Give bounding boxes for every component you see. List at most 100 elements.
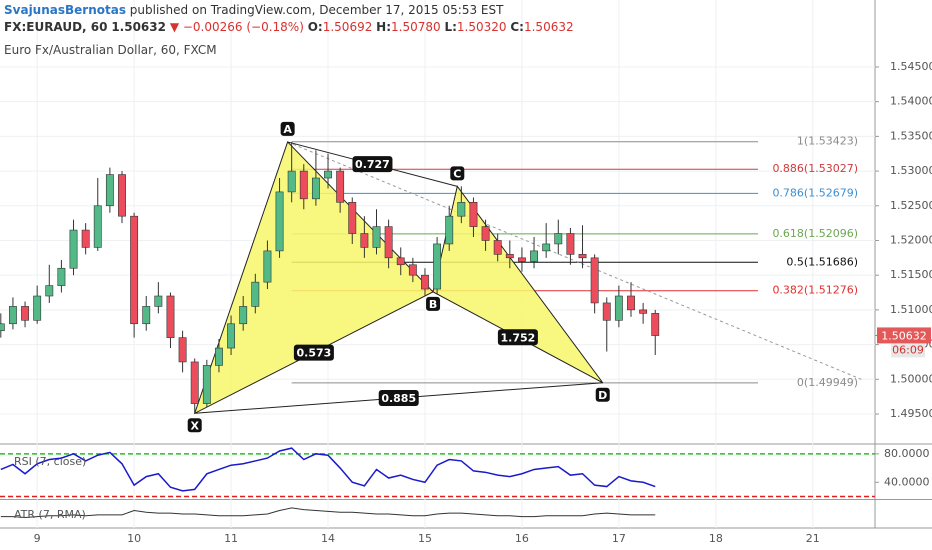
x-tick-label: 9 [34,532,41,545]
candle-body [227,323,236,349]
author[interactable]: SvajunasBernotas [4,3,126,17]
fib-label: 0.886(1.53027) [772,162,858,175]
ohlc-value: 1.50780 [391,20,441,34]
x-tick-label: 18 [709,532,723,545]
candle-body [190,361,199,404]
x-tick-label: 16 [515,532,529,545]
candle-body [554,233,563,245]
x-tick-label: 10 [127,532,141,545]
fib-label: 0.5(1.51686) [786,255,858,268]
y-tick-label: 1.53500 [890,129,932,142]
countdown-box [891,343,925,358]
y-tick-label: 1.54500 [890,60,932,73]
candle-body [178,337,187,363]
point-box [426,296,441,311]
y-tick-label: 1.50000 [890,372,932,385]
rsi-title: RSI (7, close) [14,455,86,468]
y-tick-label: 1.52500 [890,199,932,212]
publish-line: SvajunasBernotas published on TradingVie… [4,2,574,19]
candle-body [287,170,296,193]
ohlc-key: O: [307,20,323,34]
candle-body [239,306,248,325]
candle-body [324,170,332,179]
x-tick-label: 17 [612,532,626,545]
candle-body [130,215,139,325]
candle-body [602,302,611,321]
last-price-box [877,327,931,344]
point-box [450,166,465,181]
fib-label: 0.618(1.52096) [772,227,858,240]
y-tick-label: 1.53000 [890,164,932,177]
candle-body [542,243,551,252]
fib-label: 0.786(1.52679) [772,186,858,199]
ohlc-key: L: [444,20,457,34]
candle-body [202,365,211,404]
ohlc-value: 1.50320 [456,20,507,34]
ohlc-value: 1.50632 [523,20,574,34]
candle-body [457,202,466,217]
ohlc-key: C: [510,20,524,34]
last-price-label: 1.50632 [881,329,927,342]
header: SvajunasBernotas published on TradingVie… [4,2,574,59]
candle-body [21,306,29,321]
candle-body [275,191,284,252]
atr-line [0,507,656,518]
atr-title: ATR (7, RMA) [14,508,86,521]
candle-body [336,170,345,203]
candle-body [433,243,442,290]
candle-body [142,306,151,325]
candle-body [348,202,357,234]
y-tick-label: 1.52000 [890,233,932,246]
x-tick-label: 14 [321,532,335,545]
ohlc-key: H: [376,20,392,34]
candle-body [578,254,587,259]
chart-title: Euro Fx/Australian Dollar, 60, FXCM [4,43,217,57]
candle-body [445,215,454,245]
point-label: C [453,167,461,180]
point-box [187,418,202,433]
candle-body [154,295,163,307]
ratio-label: 0.573 [296,347,331,360]
y-tick-label: 1.51000 [890,303,932,316]
point-label: D [598,389,607,402]
rsi-tick-label: 40.0000 [884,475,930,488]
ratio-label: 1.752 [500,331,535,344]
candle-body [566,233,575,255]
candle-body [639,309,648,314]
candle-body [263,250,272,283]
candle-body [651,313,660,336]
candle-body [384,226,393,259]
candle-body [614,295,623,321]
candle-body [469,202,478,227]
candle-body [530,250,538,262]
candle-body [69,229,78,269]
price-axis-bg [875,0,932,550]
y-tick-label: 1.54000 [890,95,932,108]
x-tick-label: 15 [418,532,432,545]
candle-body [311,177,320,200]
rsi-tick-label: 80.0000 [884,447,930,460]
candle-body [360,233,369,248]
candle-body [493,240,502,255]
candle-body [372,226,381,248]
candle-body [421,274,429,290]
candle-body [590,257,599,304]
candle-body [57,267,66,286]
candle-body [118,174,126,217]
point-box [595,387,610,402]
rsi-line [0,447,656,492]
ratio-box [497,329,538,346]
ratio-box [293,344,334,361]
x-tick-label: 21 [806,532,820,545]
symbol: FX:EURAUD, 60 [4,20,108,34]
trend-line [287,141,862,380]
ratio-box [352,156,393,173]
y-tick-label: 1.51500 [890,268,932,281]
published: published on TradingView.com, December 1… [129,3,504,17]
point-box [280,121,295,136]
candle-body [8,306,17,325]
ratio-label: 0.727 [355,158,390,171]
candle-body [81,229,90,248]
